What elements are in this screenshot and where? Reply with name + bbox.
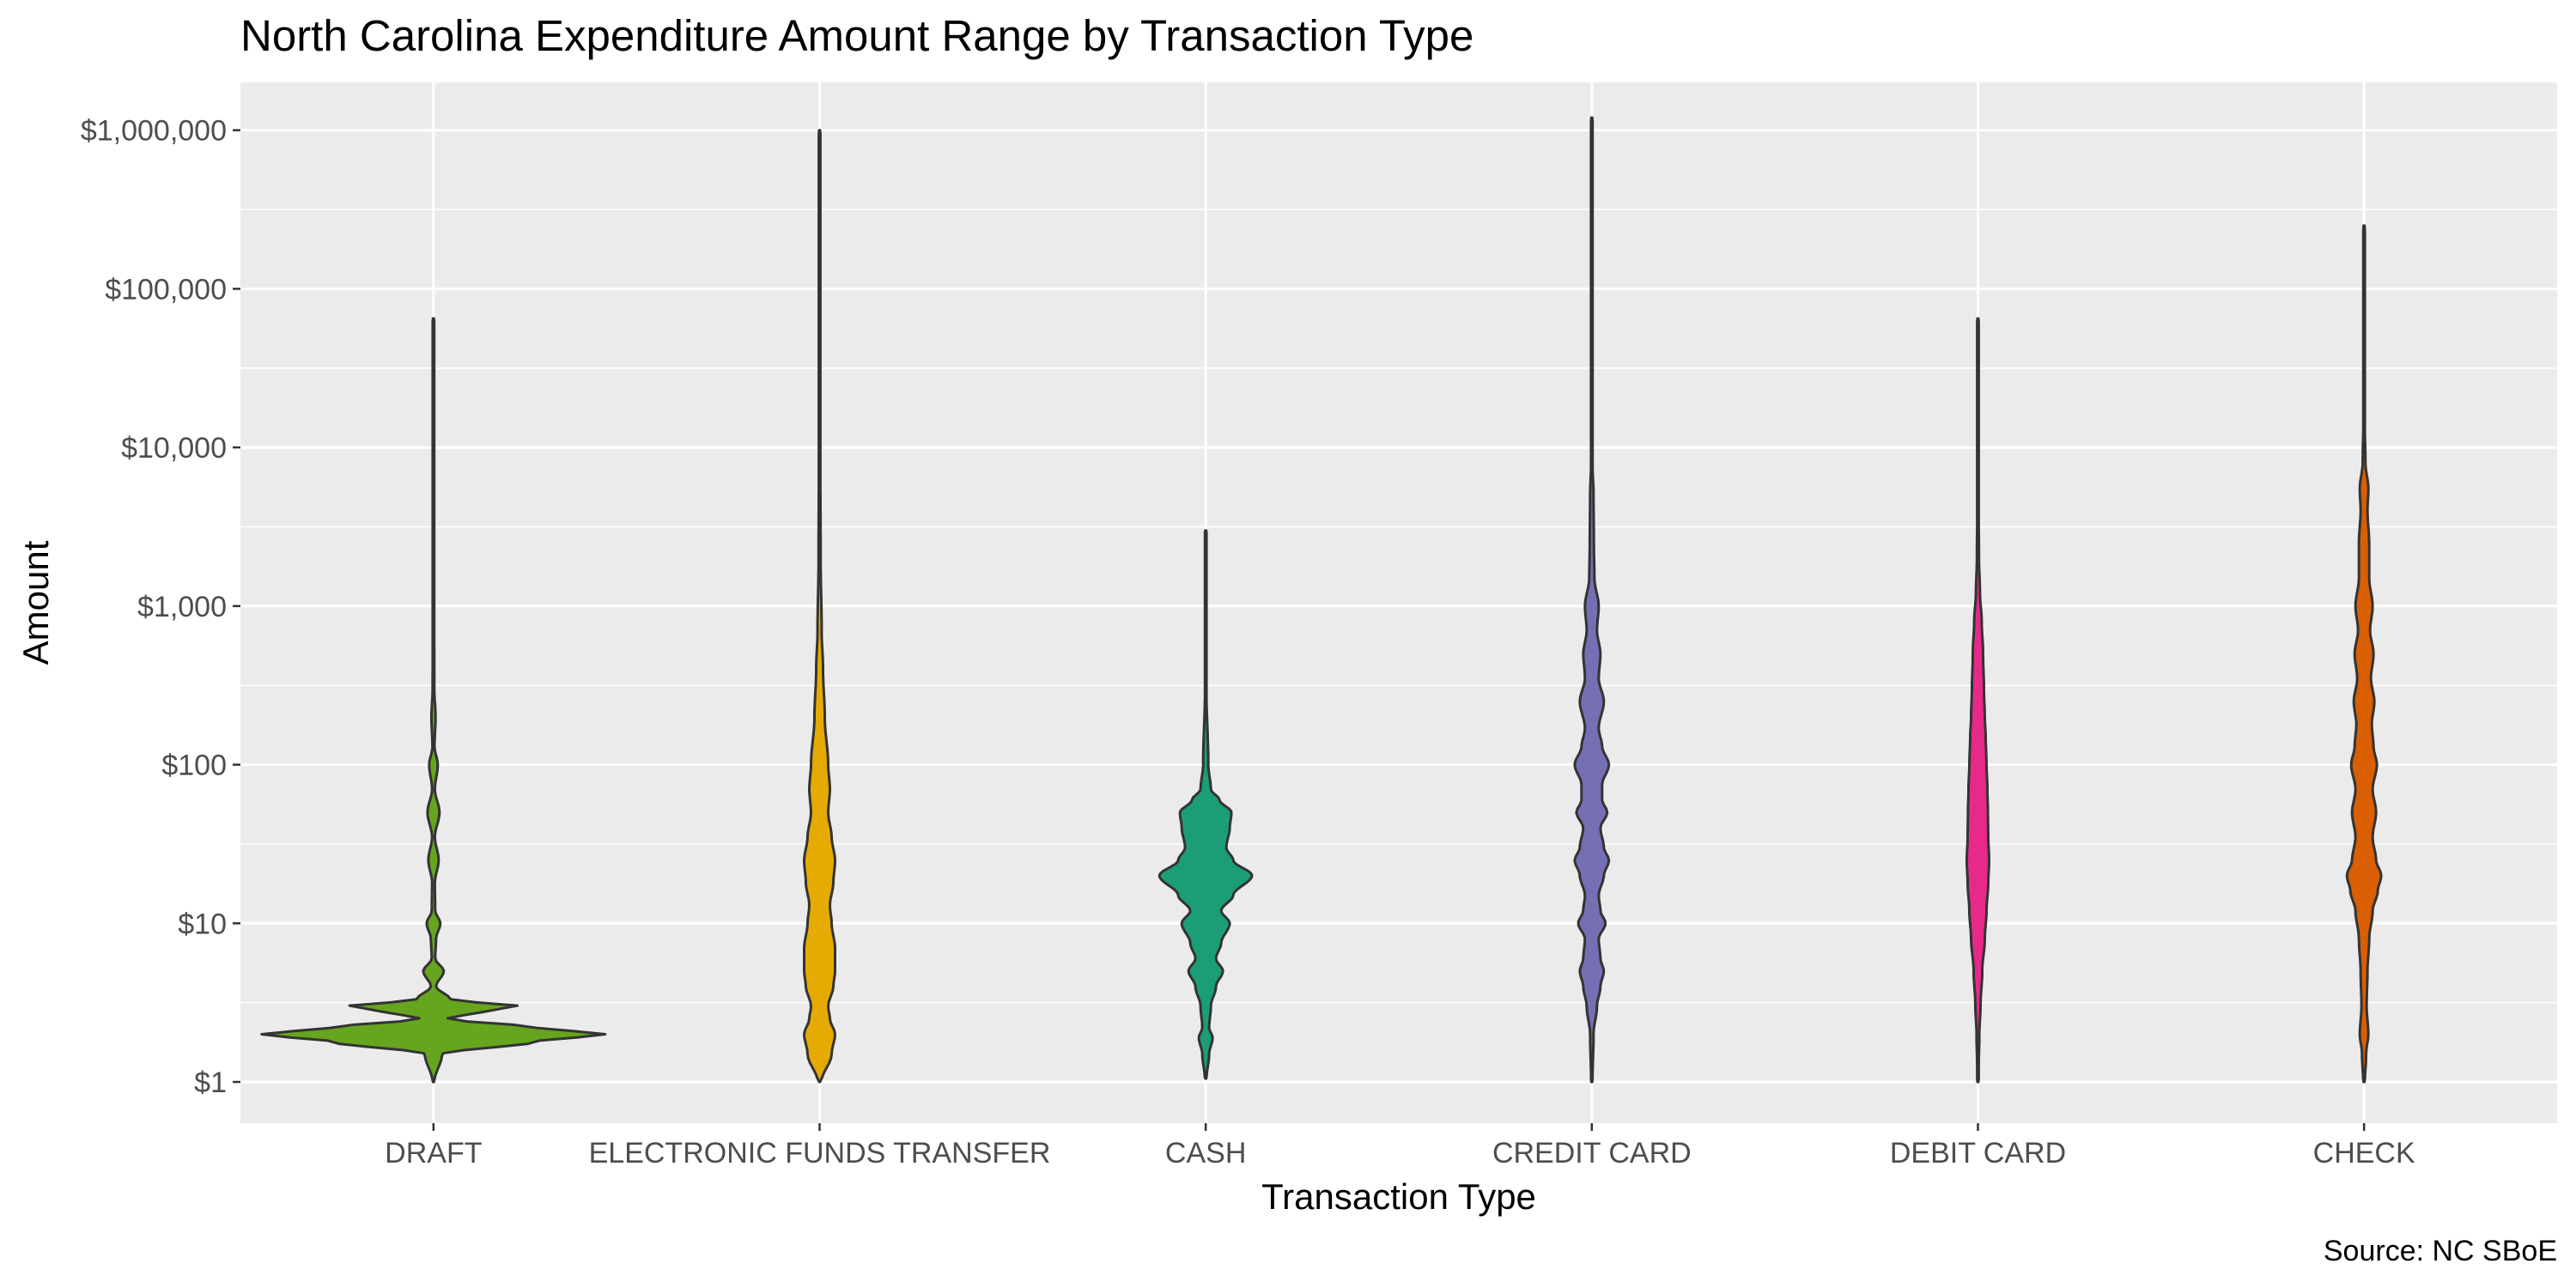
plot-panel [240, 82, 2557, 1123]
violin-draft [260, 317, 607, 1084]
violin-credit-card [1573, 116, 1611, 1084]
violin-debit-card [1965, 317, 1990, 1084]
y-tick-label: $10 [178, 908, 227, 940]
chart-title: North Carolina Expenditure Amount Range … [240, 11, 1474, 60]
y-tick-label: $1,000 [137, 591, 227, 623]
x-tick-label: DEBIT CARD [1890, 1137, 2066, 1170]
violin-check [2345, 224, 2383, 1084]
violin-cash [1157, 529, 1254, 1080]
violins [260, 116, 2383, 1084]
y-tick-label: $100,000 [105, 273, 227, 306]
x-tick-label: CASH [1165, 1137, 1246, 1170]
violin-electronic-funds-transfer [803, 129, 836, 1084]
y-tick-label: $1 [194, 1066, 227, 1099]
y-tick-label: $100 [161, 750, 227, 782]
chart-caption: Source: NC SBoE [2324, 1235, 2557, 1267]
x-tick-label: ELECTRONIC FUNDS TRANSFER [589, 1137, 1051, 1170]
x-tick-label: CREDIT CARD [1492, 1137, 1692, 1170]
x-tick-label: CHECK [2313, 1137, 2415, 1170]
x-tick-label: DRAFT [385, 1137, 482, 1170]
x-axis-title: Transaction Type [1261, 1176, 1536, 1217]
x-axis-ticks: DRAFT ELECTRONIC FUNDS TRANSFER CASH CREDIT… [385, 1123, 2415, 1170]
y-tick-label: $10,000 [121, 432, 227, 465]
minor-gridlines [240, 209, 2557, 1004]
y-axis-title: Amount [15, 540, 56, 665]
y-tick-label: $1,000,000 [81, 115, 227, 148]
y-axis-ticks: $1 $10 $100 $1,000 $10,000 $100,000 $1,000,000 [81, 115, 240, 1099]
